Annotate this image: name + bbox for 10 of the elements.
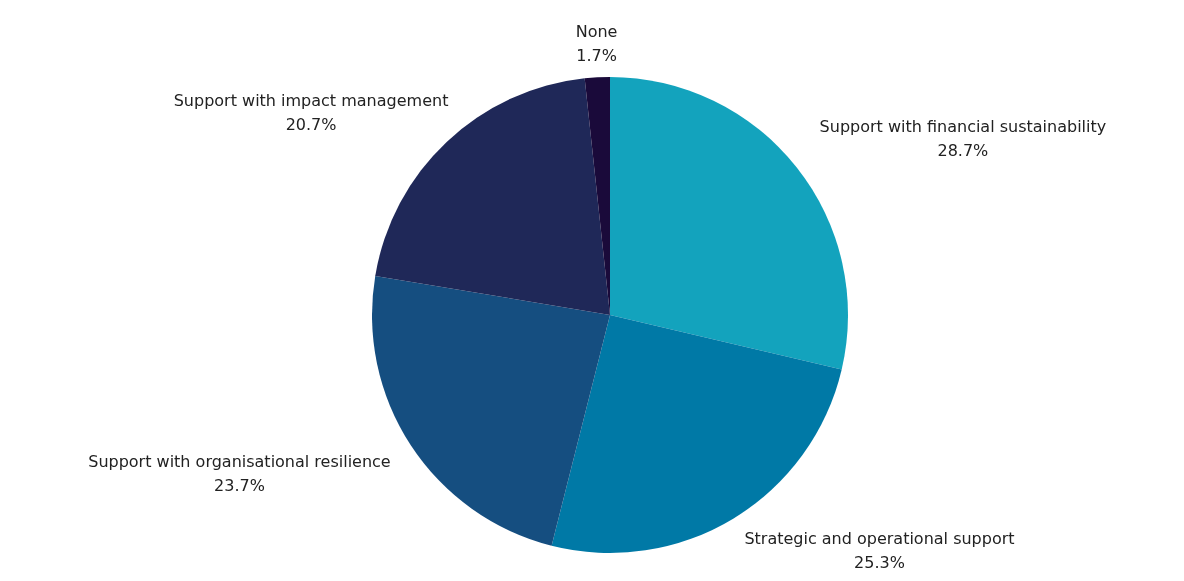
data-label: 28.7%: [937, 141, 989, 161]
data-label: 23.7%: [214, 475, 265, 495]
slice-label: Support with impact management: [173, 90, 449, 110]
slice-label: Support with financial sustainability: [819, 117, 1107, 137]
data-label: 20.7%: [285, 114, 337, 134]
slice-label: Strategic and operational support: [744, 529, 1015, 549]
data-label: 25.3%: [854, 553, 905, 573]
slice-label: None: [575, 22, 618, 42]
data-label: 1.7%: [576, 46, 617, 66]
slice-label: Support with organisational resilience: [88, 451, 391, 471]
